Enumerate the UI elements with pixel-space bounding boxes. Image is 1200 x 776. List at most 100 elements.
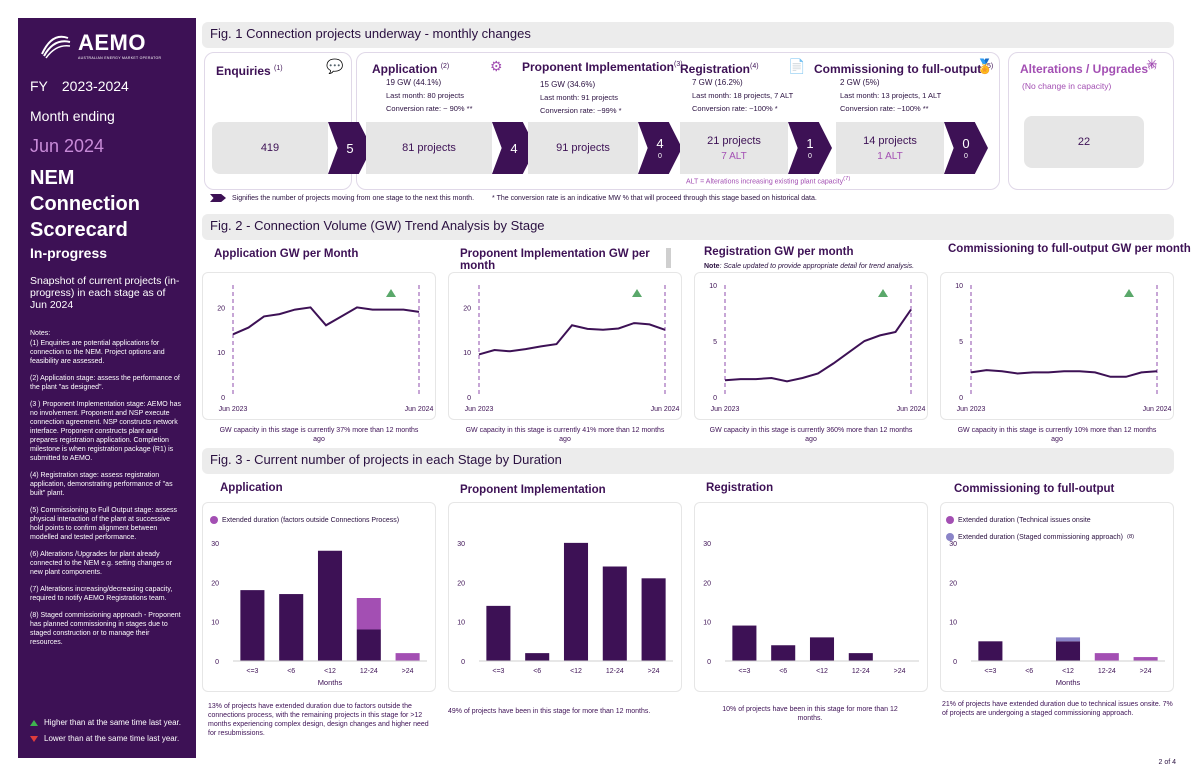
bar [563,542,589,661]
aemo-logo-icon [41,35,71,59]
fig3-caption: 21% of projects have extended duration d… [942,701,1173,717]
registration-title-text: Registration [680,62,751,76]
note-item: (8) Staged commissioning approach - Prop… [30,612,181,646]
fig3-chart-panel: 0 10 20 30 <=3 <6 <12 12-24 >24 Months [940,502,1174,692]
alt-note-sup: (7) [843,176,851,182]
fig2-note: Note: Scale updated to provide appropria… [704,263,914,270]
application-info: 19 GW (44.1%) Last month: 80 projects Co… [386,76,473,115]
flow-arrow-sub: 0 [964,153,968,160]
fig2-chart-panel: 0 5 10 Jun 2023 Jun 2024 [940,272,1174,420]
proponent-last-month: Last month: 91 projects [540,93,618,102]
enquiries-count-value: 419 [260,142,280,154]
fiscal-year: FY 2023-2024 [30,78,184,94]
registration-last-month: Last month: 18 projects, 7 ALT [692,91,794,100]
y-tick-label: 10 [709,283,717,290]
fy-value: 2023-2024 [61,78,129,94]
fig2-chart-panel: 0 10 20 Jun 2023 Jun 2024 [202,272,436,420]
x-tick-label: >24 [648,668,660,675]
fig2-caption: GW capacity in this stage is currently 3… [219,427,419,443]
proponent-title-text: Proponent Implementation [522,60,675,74]
note-item: (4) Registration stage: assess registrat… [30,472,173,497]
x-tick-label: <12 [1062,668,1074,675]
y-tick-label: 10 [457,620,465,627]
legend-text: Extended duration (Technical issues onsi… [958,516,1091,524]
series-line [232,306,420,336]
title-line: Connection [30,193,140,215]
network-icon: ✳ [1146,56,1158,72]
title-line: Scorecard [30,219,128,241]
fig2-chart-panel: 0 5 10 Jun 2023 Jun 2024 [694,272,928,420]
y-tick-label: 10 [949,620,957,627]
fig2-chart-title: Proponent Implementation GW per month [460,248,650,272]
sidebar: AEMO AUSTRALIAN ENERGY MARKET OPERATOR F… [18,18,196,758]
trend-up-icon [1124,289,1134,297]
y-tick-label: 0 [221,395,225,402]
y-tick-label: 10 [211,620,219,627]
y-tick-label: 30 [949,541,957,548]
flow-arrow-sub: 0 [658,153,662,160]
enquiries-title: Enquiries (1) [216,64,283,78]
month-ending-label: Month ending [30,108,115,124]
registration-alt: 7 ALT [721,150,747,162]
bar [732,625,757,661]
legend-higher-text: Higher than at the same time last year. [44,718,181,727]
triangle-down-icon [30,735,38,742]
commissioning-gw-chart: 0 5 10 Jun 2023 Jun 2024 [955,283,1171,413]
registration-sup: (4) [750,63,759,70]
proponent-title: Proponent Implementation(3) [522,60,683,74]
bar [641,578,666,661]
scrollbar-thumb[interactable] [666,248,671,268]
y-tick-label: 0 [713,395,717,402]
commissioning-count-value: 14 projects [863,134,917,147]
bar [486,605,511,661]
x-tick-label: >24 [894,668,906,675]
medal-icon: 🏅 [976,58,994,74]
fig2-caption: GW capacity in this stage is currently 3… [709,427,913,443]
application-sup: (2) [440,63,450,70]
commissioning-duration-chart: 0 10 20 30 <=3 <6 <12 12-24 >24 Months [949,541,1165,687]
x-tick-label: >24 [1140,668,1152,675]
legend-swatch [210,516,218,524]
x-tick-label: <=3 [738,668,750,675]
y-tick-label: 0 [461,659,465,666]
bar [1094,653,1119,661]
logo-subtext: AUSTRALIAN ENERGY MARKET OPERATOR [78,56,162,60]
alterations-sup: (6) [1148,63,1157,70]
registration-count-value: 21 projects [707,134,761,147]
x-tick-label: 12-24 [360,668,378,675]
fig3-caption: 13% of projects have extended duration d… [208,703,429,737]
logo-text: AEMO [78,30,146,55]
legend-item: Extended duration (factors outside Conne… [210,516,399,524]
fig2-note-label: Note [704,263,720,270]
x-tick-label: 12-24 [606,668,624,675]
page-title: NEM Connection Scorecard [30,165,184,243]
series-line [478,322,666,356]
application-count: 81 projects [366,122,492,174]
legend-lower-text: Lower than at the same time last year. [44,734,180,743]
flow-arrow-value: 4 [510,140,518,156]
x-tick-label: <=3 [984,668,996,675]
y-tick-label: 0 [959,395,963,402]
in-progress-label: In-progress [30,245,108,261]
proponent-gw: 15 GW (34.6%) [540,80,596,89]
legend-swatch [946,533,954,541]
fig3-chart-panel: 0 10 20 30 <=3 <6 <12 12-24 >24 [694,502,928,692]
y-tick-label: 20 [463,305,471,312]
note-item: (3 ) Proponent Implementation stage: AEM… [30,401,181,462]
registration-title: Registration(4) [680,62,759,76]
x-tick-label: >24 [402,668,414,675]
x-axis-label: Months [1056,678,1081,687]
enquiries-title-text: Enquiries [216,64,271,78]
proponent-count-value: 91 projects [556,142,610,154]
fig3-chart-title: Registration [706,482,774,494]
x-tick-label: <=3 [492,668,504,675]
bar [525,653,550,661]
legend-item: Extended duration (Technical issues onsi… [946,516,1091,524]
y-tick-label: 5 [713,339,717,346]
y-tick-label: 30 [211,541,219,548]
bar [771,645,796,661]
y-tick-label: 20 [703,580,711,587]
x-tick-label: Jun 2023 [219,406,248,413]
x-tick-label: Jun 2023 [957,406,986,413]
commissioning-gw: 2 GW (5%) [840,78,880,87]
